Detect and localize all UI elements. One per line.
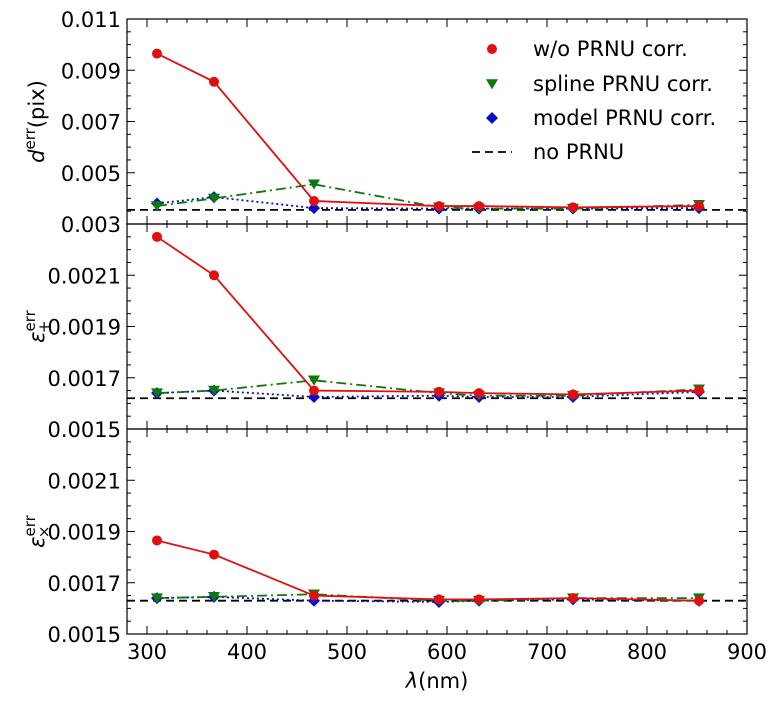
- panel-3-ytick-label: 0.0021: [48, 469, 121, 493]
- panel-3-series-wo-point: [309, 590, 319, 601]
- panel-2-ytick-label: 0.0021: [48, 264, 121, 288]
- legend-label-noprnu: no PRNU: [533, 140, 624, 164]
- x-tick-label: 900: [727, 640, 767, 664]
- panel-1-series-spline-point: [151, 201, 163, 212]
- panel-3-series-wo-point: [434, 594, 444, 605]
- panel-1-series-wo-point: [152, 48, 162, 59]
- x-tick-label: 500: [327, 640, 367, 664]
- legend-marker-wo: [487, 44, 497, 54]
- panel-2-series-wo-point: [568, 389, 578, 400]
- panel-2-series-wo-line: [156, 236, 700, 396]
- y-axis-label-panel-2: εerr+: [21, 309, 53, 342]
- panel-3-series-spline-point: [208, 592, 220, 603]
- panel-1-ytick-label: 0.011: [61, 8, 121, 32]
- panel-1-series-wo-point: [309, 195, 319, 206]
- x-tick-label: 300: [127, 640, 167, 664]
- panel-1-ytick-label: 0.003: [61, 213, 121, 237]
- panel-3-series-wo-point: [568, 593, 578, 604]
- panel-2-ytick-label: 0.0017: [48, 367, 121, 391]
- panel-3-series-wo-point: [474, 594, 484, 605]
- x-tick-label: 700: [527, 640, 567, 664]
- panel-2-series-wo-point: [434, 386, 444, 397]
- legend-label-spline: spline PRNU corr.: [533, 72, 713, 96]
- panel-2-ytick-label: 0.0019: [48, 316, 121, 340]
- panel-1-series-wo-point: [694, 201, 704, 212]
- y-axis-label-panel-3: εerr×: [21, 514, 53, 547]
- panel-3-ytick-label: 0.0019: [48, 521, 121, 545]
- panel-2-series-wo-point: [694, 385, 704, 396]
- x-axis-label: λ(nm): [405, 669, 469, 693]
- panel-1-series-wo-point: [434, 201, 444, 212]
- x-tick-label: 400: [227, 640, 267, 664]
- panel-2-series-spline-point: [151, 388, 163, 399]
- panel-3-series-wo-point: [209, 549, 219, 560]
- panel-3-series-wo-point: [152, 535, 162, 546]
- panel-2-series-wo-point: [209, 270, 219, 281]
- x-tick-label: 600: [427, 640, 467, 664]
- panel-3-series-spline-point: [151, 593, 163, 604]
- panel-3-ytick-label: 0.0015: [48, 623, 121, 647]
- panel-1-series-spline-point: [208, 193, 220, 204]
- panel-2-series-wo-point: [152, 231, 162, 242]
- y-axis-label-panel-1: derr(pix): [21, 80, 49, 163]
- panel-1-series-model-point: [308, 202, 320, 215]
- panel-2-series-wo-point: [309, 385, 319, 396]
- panel-1-ytick-label: 0.005: [61, 162, 121, 186]
- panel-1-series-wo-point: [474, 201, 484, 212]
- panel-2-ytick-label: 0.0015: [48, 418, 121, 442]
- panel-1-series-spline-point: [308, 179, 320, 190]
- panel-1-series-wo-point: [209, 76, 219, 87]
- panel-2-series-spline-point: [308, 375, 320, 386]
- panel-2-series-wo-point: [474, 388, 484, 399]
- legend-label-model: model PRNU corr.: [533, 106, 716, 130]
- x-tick-label: 800: [627, 640, 667, 664]
- panel-2-series-spline-point: [208, 385, 220, 396]
- panel-1-series-wo-point: [568, 202, 578, 213]
- legend-label-wo: w/o PRNU corr.: [533, 37, 688, 61]
- panel-3-series-wo-point: [694, 595, 704, 606]
- panel-1-ytick-label: 0.007: [61, 111, 121, 135]
- legend-marker-spline: [486, 79, 498, 90]
- legend-marker-model: [486, 112, 498, 124]
- panel-3-ytick-label: 0.0017: [48, 572, 121, 596]
- panel-3-series-wo-line: [156, 539, 700, 602]
- panel-1-ytick-label: 0.009: [61, 59, 121, 83]
